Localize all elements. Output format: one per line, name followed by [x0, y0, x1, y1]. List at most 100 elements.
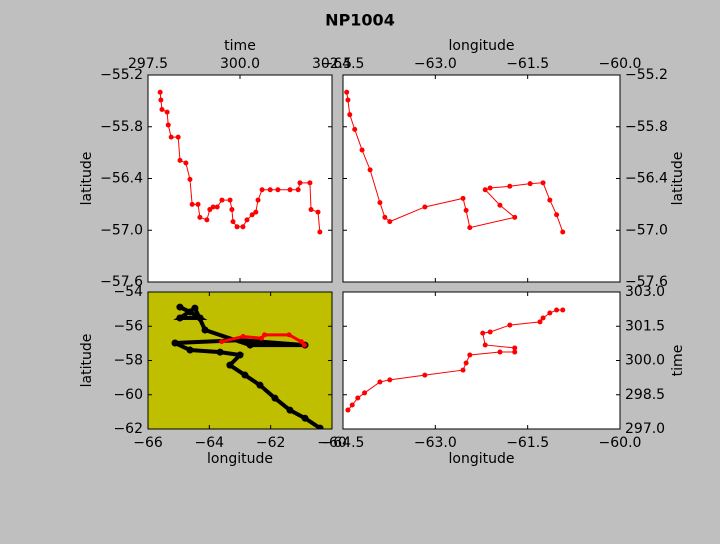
- point: [195, 201, 201, 207]
- point: [168, 134, 174, 140]
- point: [171, 339, 179, 347]
- point: [355, 395, 361, 401]
- point: [227, 197, 233, 203]
- point: [262, 332, 268, 338]
- plot-area: [148, 75, 332, 282]
- point: [196, 314, 204, 322]
- y-tick-label: −56.4: [100, 171, 143, 187]
- x-tick-label: −64.5: [322, 56, 365, 72]
- plot-layer: [345, 307, 566, 413]
- point: [377, 200, 383, 206]
- point: [512, 214, 518, 220]
- point: [229, 207, 235, 213]
- x-tick-label: −60.0: [599, 56, 642, 72]
- point: [207, 207, 213, 213]
- point: [197, 214, 203, 220]
- point: [249, 212, 255, 218]
- point: [240, 224, 246, 230]
- point: [295, 187, 301, 193]
- point: [422, 372, 428, 378]
- point: [367, 167, 373, 173]
- y-tick-label: −58: [113, 353, 143, 369]
- y-tick-label: 297.0: [625, 421, 665, 437]
- point: [497, 349, 503, 355]
- point: [186, 308, 194, 316]
- point: [527, 181, 533, 187]
- point: [246, 341, 254, 349]
- x-tick-label: −61.5: [506, 56, 549, 72]
- x-tick-label: −61.5: [506, 435, 549, 451]
- x-tick-label: 302.5: [312, 56, 352, 72]
- point: [177, 157, 183, 163]
- point: [240, 334, 246, 340]
- plot-area: [343, 292, 620, 429]
- x-tick-label: −63.0: [414, 56, 457, 72]
- y-tick-label: 303.0: [625, 284, 665, 300]
- point: [487, 329, 493, 335]
- point: [487, 185, 493, 191]
- y-tick-label: 301.5: [625, 318, 665, 334]
- point: [382, 214, 388, 220]
- point: [210, 204, 216, 210]
- x-tick-label: 297.5: [128, 56, 168, 72]
- point: [507, 183, 513, 189]
- point: [267, 187, 273, 193]
- point: [164, 109, 170, 115]
- plot-layer: [171, 303, 324, 429]
- point: [540, 180, 546, 186]
- y-tick-label: −56: [113, 318, 143, 334]
- point: [307, 180, 313, 186]
- point: [344, 89, 350, 95]
- point: [512, 345, 518, 351]
- point: [349, 402, 355, 408]
- point: [230, 219, 236, 225]
- point: [482, 342, 488, 348]
- plot-area: [343, 75, 620, 282]
- point: [175, 134, 181, 140]
- point: [204, 217, 210, 223]
- x-tick-label: −63.0: [414, 435, 457, 451]
- point: [298, 339, 304, 345]
- y-tick-label: −57.6: [100, 274, 143, 290]
- point: [359, 147, 365, 153]
- y-axis-label: time: [670, 345, 686, 377]
- x-tick-label: −60.0: [599, 435, 642, 451]
- point: [271, 394, 279, 402]
- point: [187, 176, 193, 182]
- point: [347, 112, 353, 118]
- x-tick-label: −64.5: [322, 435, 365, 451]
- plot-area: [148, 292, 332, 429]
- x-tick-label: −66: [133, 435, 163, 451]
- y-tick-label: −55.8: [100, 119, 143, 135]
- point: [256, 381, 264, 389]
- figure-title: NP1004: [325, 11, 395, 30]
- point: [387, 377, 393, 383]
- point: [480, 330, 486, 336]
- point: [301, 414, 309, 422]
- x-axis-label: longitude: [449, 38, 515, 54]
- point: [226, 361, 234, 369]
- y-tick-label: −54: [113, 284, 143, 300]
- point: [554, 307, 560, 313]
- point: [244, 217, 250, 223]
- plot-layer: [157, 89, 323, 235]
- plot-layer: [344, 89, 566, 235]
- point: [219, 339, 225, 345]
- point: [253, 209, 259, 215]
- point: [286, 332, 292, 338]
- point: [183, 160, 189, 166]
- point: [352, 126, 358, 132]
- point: [255, 197, 261, 203]
- point: [186, 346, 194, 354]
- point: [286, 406, 294, 414]
- x-tick-label: −64: [195, 435, 225, 451]
- y-tick-label: −55.2: [625, 67, 668, 83]
- point: [317, 229, 323, 235]
- point: [258, 335, 264, 341]
- point: [387, 219, 393, 225]
- x-tick-label: −60: [317, 435, 347, 451]
- point: [214, 204, 220, 210]
- y-tick-label: −57.6: [625, 274, 668, 290]
